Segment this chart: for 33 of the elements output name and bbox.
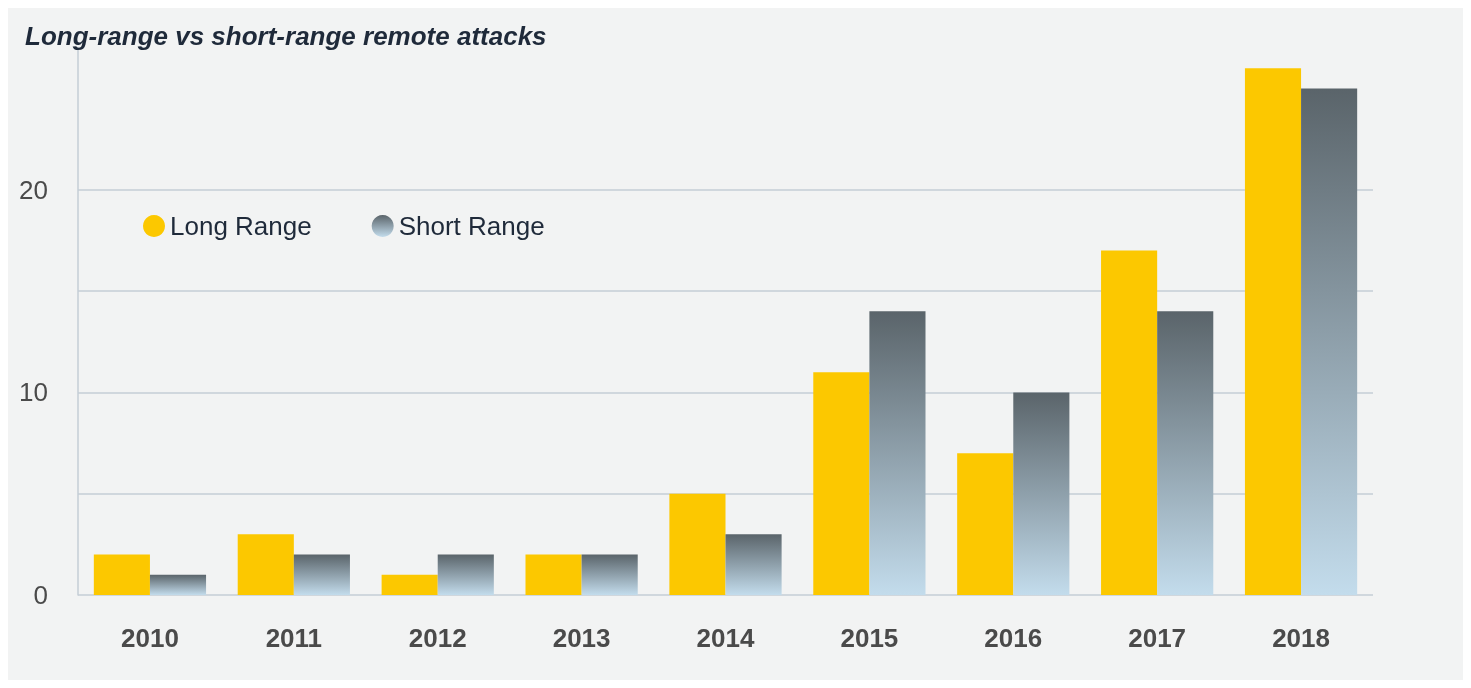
bar: [581, 554, 638, 595]
bar: [1101, 250, 1158, 595]
bar: [525, 554, 582, 595]
chart-title: Long-range vs short-range remote attacks: [25, 21, 547, 51]
y-tick-label: 20: [19, 174, 48, 205]
bar: [669, 493, 726, 595]
bar: [957, 453, 1014, 595]
bar: [813, 372, 870, 595]
x-tick-label: 2010: [121, 623, 179, 653]
x-tick-label: 2018: [1272, 623, 1330, 653]
bar: [725, 534, 782, 595]
bar: [1244, 68, 1302, 595]
x-tick-label: 2011: [265, 623, 323, 653]
bar: [93, 554, 150, 595]
bar: [437, 554, 494, 595]
bar: [1157, 311, 1214, 595]
bar: [1301, 88, 1358, 595]
x-tick-label: 2013: [552, 623, 611, 653]
bar: [381, 574, 438, 595]
bar: [237, 534, 294, 595]
y-tick-label: 10: [19, 377, 48, 408]
x-tick-label: 2015: [840, 623, 899, 653]
legend-label: Long Range: [170, 211, 312, 241]
x-tick-label: 2017: [1128, 623, 1187, 653]
y-tick-label: 0: [33, 580, 48, 610]
bar: [869, 311, 926, 595]
x-tick-label: 2016: [984, 623, 1043, 653]
bar: [293, 554, 350, 595]
bar: [1013, 392, 1070, 595]
legend-label: Short Range: [398, 211, 545, 241]
bar: [149, 574, 207, 595]
x-tick-label: 2012: [408, 623, 467, 653]
x-tick-label: 2014: [696, 623, 755, 653]
